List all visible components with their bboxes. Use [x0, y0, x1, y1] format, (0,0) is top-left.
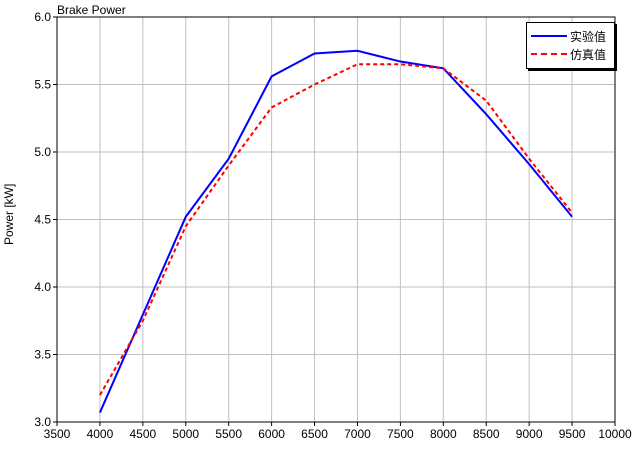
series-line-simulated [99, 63, 573, 396]
y-axis-label: Power [kW] [2, 183, 16, 245]
legend-swatch-experimental [531, 35, 567, 37]
x-tick-label: 4000 [87, 427, 114, 441]
x-tick-label: 8500 [473, 427, 500, 441]
ticks: 3500 4000 4500 5000 5500 6000 6500 7000 7500 8000… [34, 10, 632, 441]
x-tick-label: 7000 [344, 427, 371, 441]
series-lines [99, 49, 573, 413]
x-tick-label: 3500 [44, 427, 71, 441]
y-tick-label: 5.0 [34, 145, 51, 159]
x-tick-label: 9500 [559, 427, 586, 441]
legend-label-simulated: 仿真值 [570, 48, 607, 62]
y-tick-label: 4.5 [34, 213, 51, 227]
x-tick-label: 6000 [258, 427, 285, 441]
grid [56, 16, 616, 423]
x-tick-label: 6500 [301, 427, 328, 441]
x-tick-label: 10000 [598, 427, 632, 441]
y-tick-label: 4.0 [34, 280, 51, 294]
y-tick-label: 5.5 [34, 78, 51, 92]
legend-label-experimental: 实验值 [570, 30, 607, 44]
x-tick-label: 8000 [430, 427, 457, 441]
series-line-experimental [99, 49, 573, 413]
y-tick-label: 3.5 [34, 348, 51, 362]
x-tick-label: 4500 [129, 427, 156, 441]
x-tick-label: 5000 [172, 427, 199, 441]
legend-item-experimental: 实验值 [527, 27, 614, 45]
legend-item-simulated: 仿真值 [527, 45, 614, 63]
legend-swatch-simulated [531, 53, 567, 55]
x-tick-label: 9000 [516, 427, 543, 441]
legend: 实验值 仿真值 [526, 22, 615, 69]
x-tick-label: 7500 [387, 427, 414, 441]
x-tick-label: 5500 [215, 427, 242, 441]
y-tick-label: 6.0 [34, 10, 51, 24]
chart-title: Brake Power [57, 3, 126, 17]
y-tick-label: 3.0 [34, 415, 51, 429]
